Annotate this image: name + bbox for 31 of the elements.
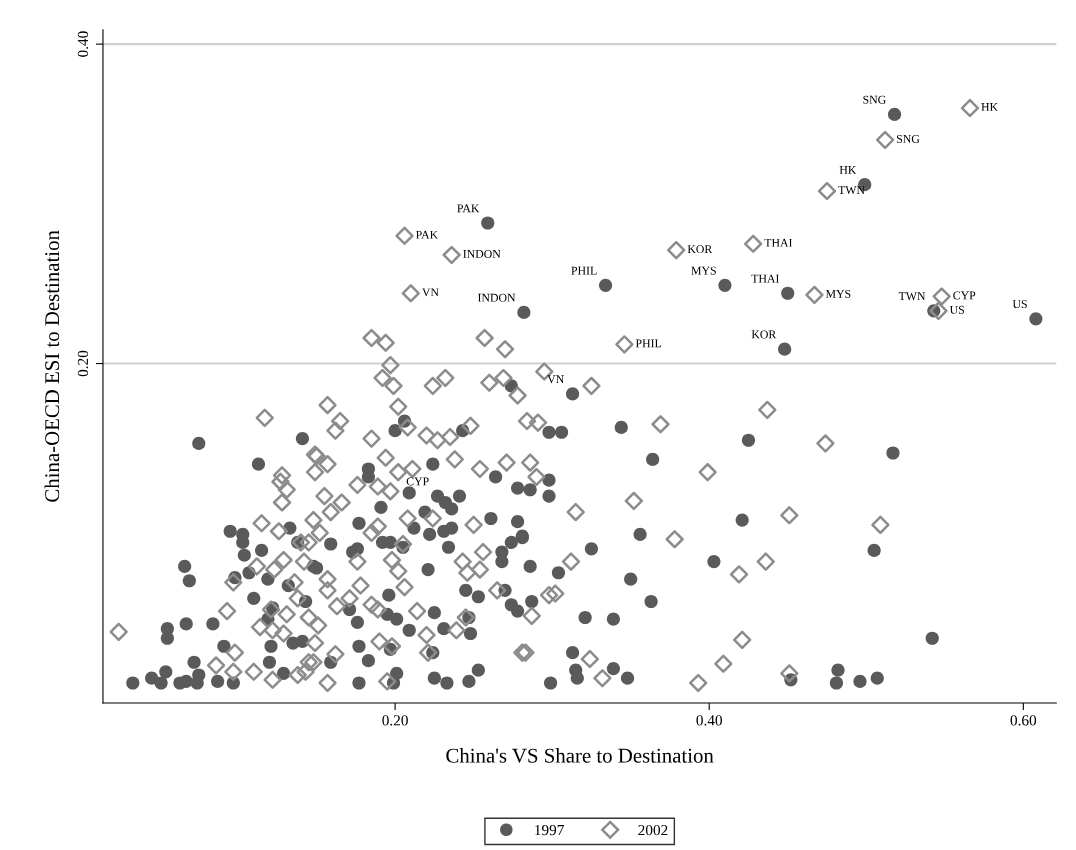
- x-tick-label: 0.20: [382, 715, 408, 726]
- annotation: MYS: [691, 266, 716, 275]
- annotation: SNG: [897, 134, 920, 143]
- x-tick-label: 0.40: [696, 715, 722, 726]
- annotation: CYP: [953, 291, 976, 300]
- annotation: HK: [839, 166, 857, 174]
- annotation: PHIL: [571, 266, 597, 275]
- annotation: CYP: [406, 477, 429, 486]
- legend-label: 2002: [638, 824, 668, 836]
- annotation: HK: [981, 103, 998, 111]
- annotation: THAI: [764, 238, 793, 247]
- annotation: INDON: [463, 249, 501, 258]
- annotation: TWN: [838, 186, 865, 195]
- annotation: MYS: [825, 289, 851, 298]
- legend-label: 1997: [535, 824, 564, 836]
- x-axis-title: China's VS Share to Destination: [446, 748, 714, 763]
- annotation: PAK: [457, 204, 480, 213]
- annotation: US: [949, 305, 964, 314]
- annotation: KOR: [687, 245, 713, 254]
- y-axis-title: China-OECD ESI to Destination: [44, 230, 60, 502]
- annotation: PAK: [415, 230, 439, 239]
- annotation: VN: [547, 375, 564, 384]
- annotation: VN: [422, 288, 439, 297]
- annotation: KOR: [751, 330, 777, 339]
- annotation: US: [1012, 300, 1027, 309]
- annotation: PHIL: [635, 339, 662, 348]
- annotation: INDON: [477, 293, 516, 302]
- annotation: TWN: [898, 292, 926, 301]
- annotation: THAI: [751, 274, 779, 283]
- annotation: SNG: [863, 95, 886, 104]
- x-tick-label: 0.60: [1010, 715, 1037, 726]
